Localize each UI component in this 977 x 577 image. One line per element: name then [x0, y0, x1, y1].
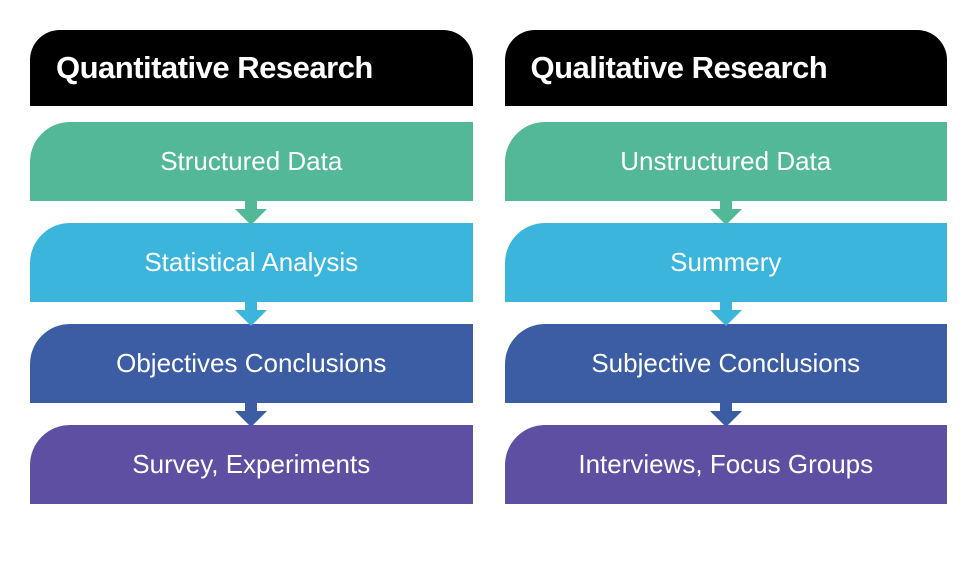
- step-wrapper: Structured Data: [30, 106, 473, 201]
- column-qualitative: Qualitative Research Unstructured Data S…: [505, 30, 948, 504]
- step-unstructured-data: Unstructured Data: [505, 122, 948, 201]
- header-qualitative: Qualitative Research: [505, 30, 948, 106]
- step-interviews-focus-groups: Interviews, Focus Groups: [505, 425, 948, 504]
- step-subjective-conclusions: Subjective Conclusions: [505, 324, 948, 403]
- arrow-down-icon: [233, 399, 269, 427]
- step-survey-experiments: Survey, Experiments: [30, 425, 473, 504]
- arrow-down-icon: [233, 197, 269, 225]
- arrow-down-icon: [708, 197, 744, 225]
- column-quantitative: Quantitative Research Structured Data St…: [30, 30, 473, 504]
- step-statistical-analysis: Statistical Analysis: [30, 223, 473, 302]
- header-quantitative: Quantitative Research: [30, 30, 473, 106]
- step-structured-data: Structured Data: [30, 122, 473, 201]
- step-objectives-conclusions: Objectives Conclusions: [30, 324, 473, 403]
- step-wrapper: Unstructured Data: [505, 106, 948, 201]
- arrow-down-icon: [233, 298, 269, 326]
- step-summery: Summery: [505, 223, 948, 302]
- arrow-down-icon: [708, 298, 744, 326]
- arrow-down-icon: [708, 399, 744, 427]
